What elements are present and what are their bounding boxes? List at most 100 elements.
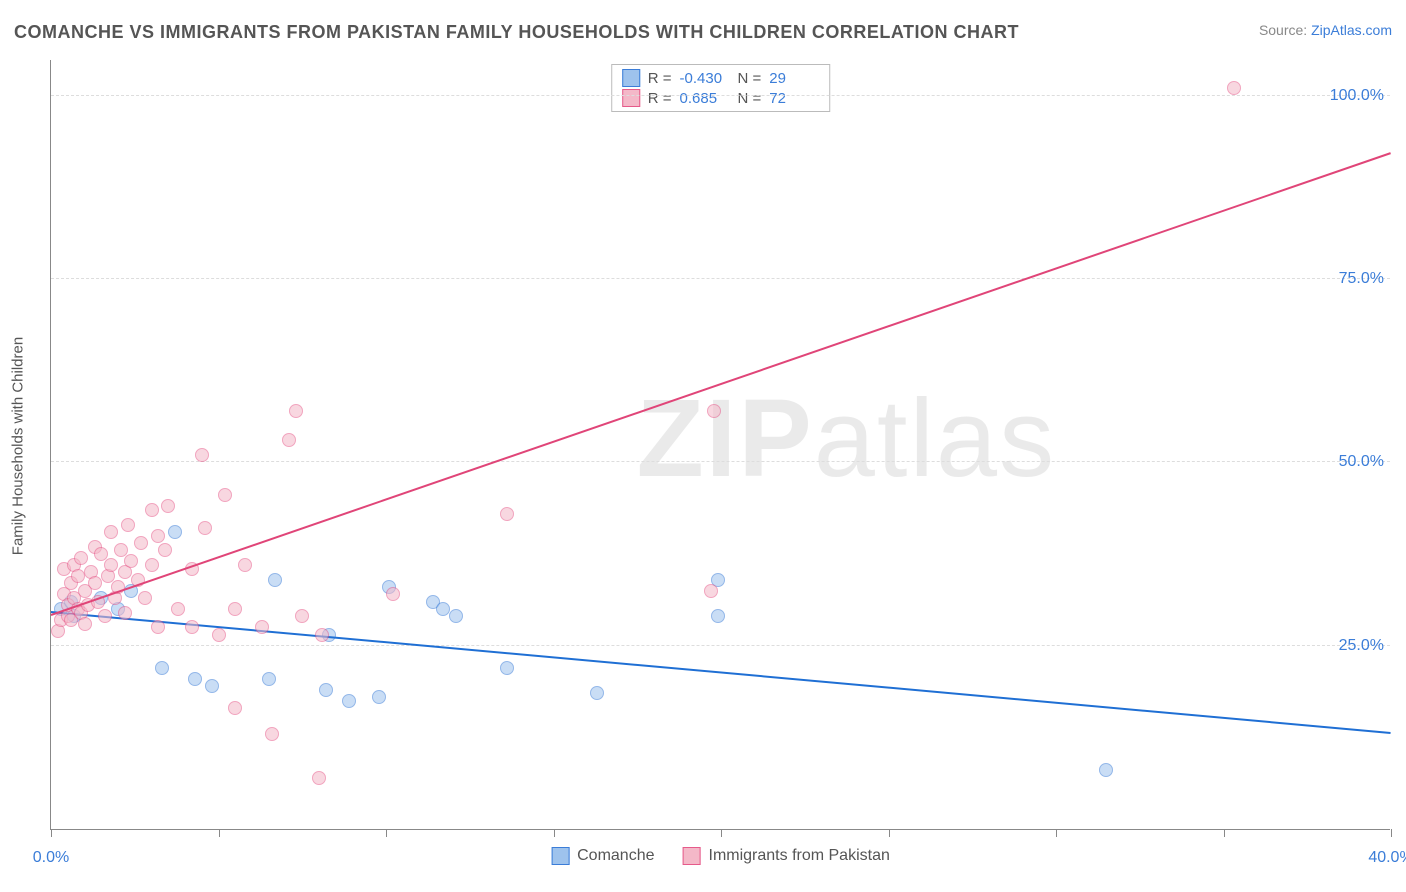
data-point-pakistan [707, 404, 721, 418]
data-point-pakistan [71, 569, 85, 583]
data-point-pakistan [228, 701, 242, 715]
data-point-pakistan [171, 602, 185, 616]
r-label: R = [648, 70, 672, 87]
data-point-pakistan [161, 499, 175, 513]
watermark-light: atlas [814, 377, 1056, 500]
x-tick [51, 829, 52, 837]
data-point-comanche [449, 609, 463, 623]
x-tick [554, 829, 555, 837]
data-point-comanche [342, 694, 356, 708]
legend-label-pakistan: Immigrants from Pakistan [708, 847, 889, 865]
data-point-pakistan [289, 404, 303, 418]
swatch-pakistan [622, 89, 640, 107]
gridline [51, 95, 1390, 96]
data-point-comanche [436, 602, 450, 616]
data-point-comanche [319, 683, 333, 697]
plot-area: ZIPatlas R = -0.430 N = 29 R = 0.685 N =… [50, 60, 1390, 830]
data-point-comanche [168, 525, 182, 539]
x-tick [1056, 829, 1057, 837]
legend-item-pakistan: Immigrants from Pakistan [682, 847, 889, 865]
y-tick-label: 100.0% [1330, 87, 1384, 105]
n-label: N = [738, 90, 762, 107]
r-value-pakistan: 0.685 [680, 90, 730, 107]
legend-label-comanche: Comanche [577, 847, 654, 865]
data-point-pakistan [312, 771, 326, 785]
data-point-pakistan [98, 609, 112, 623]
x-tick-label: 40.0% [1368, 849, 1406, 867]
data-point-pakistan [265, 727, 279, 741]
data-point-pakistan [145, 558, 159, 572]
chart-container: COMANCHE VS IMMIGRANTS FROM PAKISTAN FAM… [0, 0, 1406, 892]
data-point-pakistan [151, 529, 165, 543]
trend-line-pakistan [51, 152, 1392, 616]
data-point-pakistan [218, 488, 232, 502]
data-point-pakistan [88, 576, 102, 590]
data-point-pakistan [134, 536, 148, 550]
source-label: Source: [1259, 22, 1307, 38]
n-value-comanche: 29 [769, 70, 819, 87]
x-tick [1224, 829, 1225, 837]
data-point-pakistan [198, 521, 212, 535]
data-point-comanche [1099, 763, 1113, 777]
data-point-pakistan [78, 617, 92, 631]
data-point-pakistan [212, 628, 226, 642]
data-point-pakistan [104, 525, 118, 539]
swatch-comanche [622, 69, 640, 87]
data-point-pakistan [500, 507, 514, 521]
data-point-pakistan [151, 620, 165, 634]
data-point-comanche [500, 661, 514, 675]
data-point-comanche [711, 609, 725, 623]
data-point-pakistan [104, 558, 118, 572]
data-point-pakistan [1227, 81, 1241, 95]
stats-row-pakistan: R = 0.685 N = 72 [622, 88, 820, 108]
data-point-pakistan [315, 628, 329, 642]
r-label: R = [648, 90, 672, 107]
swatch-comanche [551, 847, 569, 865]
data-point-pakistan [228, 602, 242, 616]
n-value-pakistan: 72 [769, 90, 819, 107]
x-tick [219, 829, 220, 837]
legend-item-comanche: Comanche [551, 847, 654, 865]
series-legend: Comanche Immigrants from Pakistan [551, 847, 890, 865]
stats-row-comanche: R = -0.430 N = 29 [622, 68, 820, 88]
gridline [51, 461, 1390, 462]
source-link[interactable]: ZipAtlas.com [1311, 22, 1392, 38]
data-point-pakistan [704, 584, 718, 598]
y-axis-label: Family Households with Children [10, 337, 27, 555]
data-point-comanche [372, 690, 386, 704]
data-point-pakistan [138, 591, 152, 605]
y-tick-label: 25.0% [1339, 637, 1384, 655]
gridline [51, 645, 1390, 646]
data-point-pakistan [195, 448, 209, 462]
data-point-pakistan [158, 543, 172, 557]
y-tick-label: 75.0% [1339, 270, 1384, 288]
data-point-pakistan [386, 587, 400, 601]
source-attribution: Source: ZipAtlas.com [1259, 22, 1392, 38]
data-point-pakistan [74, 551, 88, 565]
trend-line-comanche [51, 611, 1391, 734]
data-point-pakistan [145, 503, 159, 517]
gridline [51, 278, 1390, 279]
x-tick [386, 829, 387, 837]
x-tick [889, 829, 890, 837]
watermark: ZIPatlas [637, 375, 1056, 502]
data-point-pakistan [121, 518, 135, 532]
data-point-comanche [205, 679, 219, 693]
data-point-comanche [155, 661, 169, 675]
data-point-comanche [590, 686, 604, 700]
x-tick-label: 0.0% [33, 849, 69, 867]
watermark-bold: ZIP [637, 377, 814, 500]
data-point-pakistan [124, 554, 138, 568]
y-tick-label: 50.0% [1339, 453, 1384, 471]
data-point-comanche [262, 672, 276, 686]
stats-legend: R = -0.430 N = 29 R = 0.685 N = 72 [611, 64, 831, 112]
data-point-comanche [268, 573, 282, 587]
data-point-comanche [188, 672, 202, 686]
x-tick [1391, 829, 1392, 837]
data-point-pakistan [295, 609, 309, 623]
data-point-pakistan [282, 433, 296, 447]
data-point-pakistan [238, 558, 252, 572]
n-label: N = [738, 70, 762, 87]
r-value-comanche: -0.430 [680, 70, 730, 87]
swatch-pakistan [682, 847, 700, 865]
